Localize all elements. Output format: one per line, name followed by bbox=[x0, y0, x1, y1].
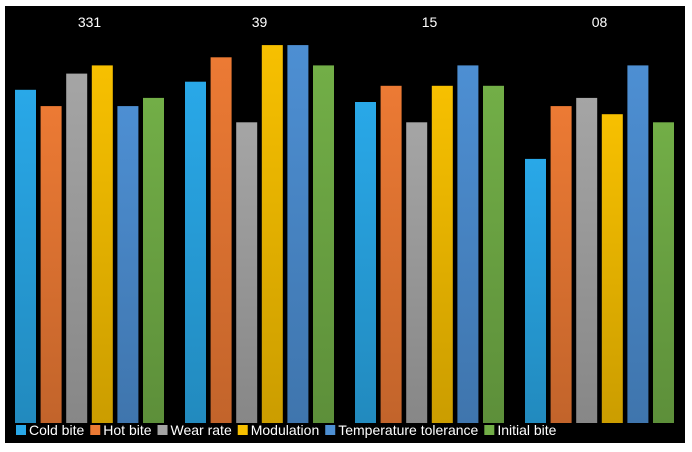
legend-label: Initial bite bbox=[497, 422, 556, 438]
category-label: 15 bbox=[422, 14, 438, 30]
bar-initial-bite-39 bbox=[313, 65, 334, 424]
legend-swatch bbox=[484, 425, 495, 435]
legend-swatch bbox=[325, 425, 336, 435]
legend-swatch bbox=[157, 425, 168, 435]
category-label: 08 bbox=[592, 14, 608, 30]
bar-initial-bite-15 bbox=[483, 85, 504, 424]
bar-cold-bite-39 bbox=[185, 81, 206, 423]
bar-wear-rate-15 bbox=[406, 122, 428, 424]
bar-cold-bite-08 bbox=[525, 158, 546, 423]
category-labels: 331 39 15 08 bbox=[78, 14, 608, 30]
legend-label: Wear rate bbox=[171, 422, 232, 438]
category-label: 39 bbox=[252, 14, 268, 30]
bar-temperature-tolerance-08 bbox=[627, 65, 649, 424]
bar-wear-rate-08 bbox=[576, 97, 598, 424]
bar-hot-bite-39 bbox=[210, 57, 232, 424]
bar-modulation-39 bbox=[261, 45, 283, 423]
bar-hot-bite-331 bbox=[40, 106, 62, 423]
legend-label: Cold bite bbox=[29, 422, 84, 438]
bar-cold-bite-15 bbox=[355, 102, 376, 423]
bars bbox=[15, 45, 674, 424]
bar-initial-bite-08 bbox=[653, 122, 674, 424]
bar-initial-bite-331 bbox=[143, 97, 164, 424]
bar-cold-bite-331 bbox=[15, 89, 36, 424]
legend: Cold bite Hot bite Wear rate Modulation Temp… bbox=[16, 422, 557, 438]
bar-modulation-331 bbox=[91, 65, 113, 424]
legend-swatch bbox=[237, 425, 248, 435]
bar-temperature-tolerance-39 bbox=[287, 45, 309, 423]
bar-temperature-tolerance-331 bbox=[117, 106, 139, 423]
bar-modulation-15 bbox=[431, 85, 453, 424]
legend-label: Hot bite bbox=[103, 422, 151, 438]
legend-swatch bbox=[90, 425, 101, 435]
bar-temperature-tolerance-15 bbox=[457, 65, 479, 424]
category-label: 331 bbox=[78, 14, 102, 30]
legend-label: Modulation bbox=[251, 422, 320, 438]
bar-wear-rate-331 bbox=[66, 73, 88, 423]
bar-hot-bite-08 bbox=[550, 106, 572, 423]
legend-swatch bbox=[16, 425, 26, 435]
bar-hot-bite-15 bbox=[380, 85, 402, 424]
legend-label: Temperature tolerance bbox=[338, 422, 478, 438]
bar-wear-rate-39 bbox=[236, 122, 258, 424]
bar-modulation-08 bbox=[601, 114, 623, 423]
